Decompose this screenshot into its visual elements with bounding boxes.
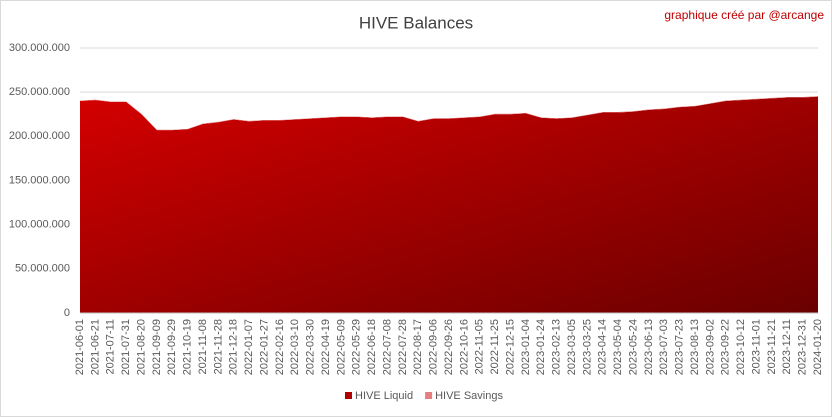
x-tick-label: 2021-12-18	[228, 319, 240, 375]
legend-label: HIVE Liquid	[355, 390, 413, 402]
x-tick-label: 2023-02-13	[551, 319, 563, 375]
x-tick-label: 2023-11-01	[750, 319, 762, 374]
x-tick-label: 2023-09-22	[720, 319, 732, 375]
x-tick-label: 2021-07-11	[105, 319, 117, 374]
legend-swatch	[345, 392, 352, 399]
x-tick-label: 2021-06-21	[89, 319, 101, 375]
x-tick-label: 2021-10-19	[182, 319, 194, 375]
x-tick-label: 2023-12-31	[797, 319, 809, 375]
x-tick-label: 2021-08-20	[135, 319, 147, 375]
annotation: graphique créé par @arcange	[664, 8, 824, 22]
x-tick-label: 2022-11-25	[489, 319, 501, 374]
x-tick-label: 2022-09-06	[428, 319, 440, 375]
x-tick-label: 2022-02-16	[274, 319, 286, 375]
x-tick-label: 2023-03-25	[581, 319, 593, 375]
x-tick-label: 2023-07-03	[658, 319, 670, 375]
x-tick-label: 2022-12-15	[504, 319, 516, 375]
x-tick-label: 2022-10-16	[458, 319, 470, 375]
x-tick-label: 2023-08-13	[689, 319, 701, 375]
y-tick-label: 150.000.000	[9, 174, 70, 186]
x-tick-label: 2023-03-05	[566, 319, 578, 375]
legend-label: HIVE Savings	[435, 390, 503, 402]
area	[80, 96, 818, 313]
legend-swatch	[425, 392, 433, 399]
x-tick-label: 2023-01-04	[520, 319, 532, 375]
area	[80, 96, 818, 131]
x-tick-label: 2022-03-10	[289, 319, 301, 375]
x-tick-label: 2021-11-08	[197, 319, 209, 374]
y-tick-label: 300.000.000	[9, 42, 70, 54]
x-tick-label: 2022-06-18	[366, 319, 378, 375]
y-tick-label: 200.000.000	[9, 130, 70, 142]
x-tick-label: 2023-09-02	[704, 319, 716, 375]
x-tick-label: 2022-07-08	[381, 319, 393, 375]
x-tick-label: 2021-09-29	[166, 319, 178, 375]
x-tick-label: 2023-07-23	[674, 319, 686, 375]
y-tick-label: 100.000.000	[9, 219, 70, 231]
y-tick-label: 50.000.000	[15, 263, 70, 275]
chart-title: HIVE Balances	[359, 13, 473, 32]
x-tick-label: 2021-07-31	[120, 319, 132, 375]
x-tick-label: 2022-07-28	[397, 319, 409, 375]
x-tick-label: 2021-11-28	[212, 319, 224, 374]
x-tick-label: 2023-01-24	[535, 319, 547, 375]
x-tick-label: 2021-09-09	[151, 319, 163, 375]
x-tick-label: 2021-06-01	[74, 319, 86, 375]
x-tick-label: 2023-10-12	[735, 319, 747, 375]
x-tick-label: 2023-12-11	[781, 319, 793, 374]
x-tick-label: 2022-03-30	[305, 319, 317, 375]
x-tick-label: 2022-05-29	[351, 319, 363, 375]
x-tick-label: 2022-11-05	[474, 319, 486, 374]
x-tick-label: 2022-08-17	[412, 319, 424, 375]
x-tick-label: 2023-06-13	[643, 319, 655, 375]
x-tick-label: 2023-11-21	[766, 319, 778, 374]
x-tick-label: 2023-05-04	[612, 319, 624, 375]
x-tick-label: 2022-01-07	[243, 319, 255, 375]
x-tick-label: 2022-09-26	[443, 319, 455, 375]
y-tick-label: 0	[64, 307, 70, 319]
x-tick-label: 2023-04-14	[597, 319, 609, 375]
x-tick-label: 2022-01-27	[258, 319, 270, 375]
x-tick-label: 2024-01-20	[812, 319, 824, 375]
x-tick-label: 2022-04-19	[320, 319, 332, 375]
x-tick-label: 2022-05-09	[335, 319, 347, 375]
x-tick-label: 2023-05-24	[627, 319, 639, 375]
y-tick-label: 250.000.000	[9, 86, 70, 98]
